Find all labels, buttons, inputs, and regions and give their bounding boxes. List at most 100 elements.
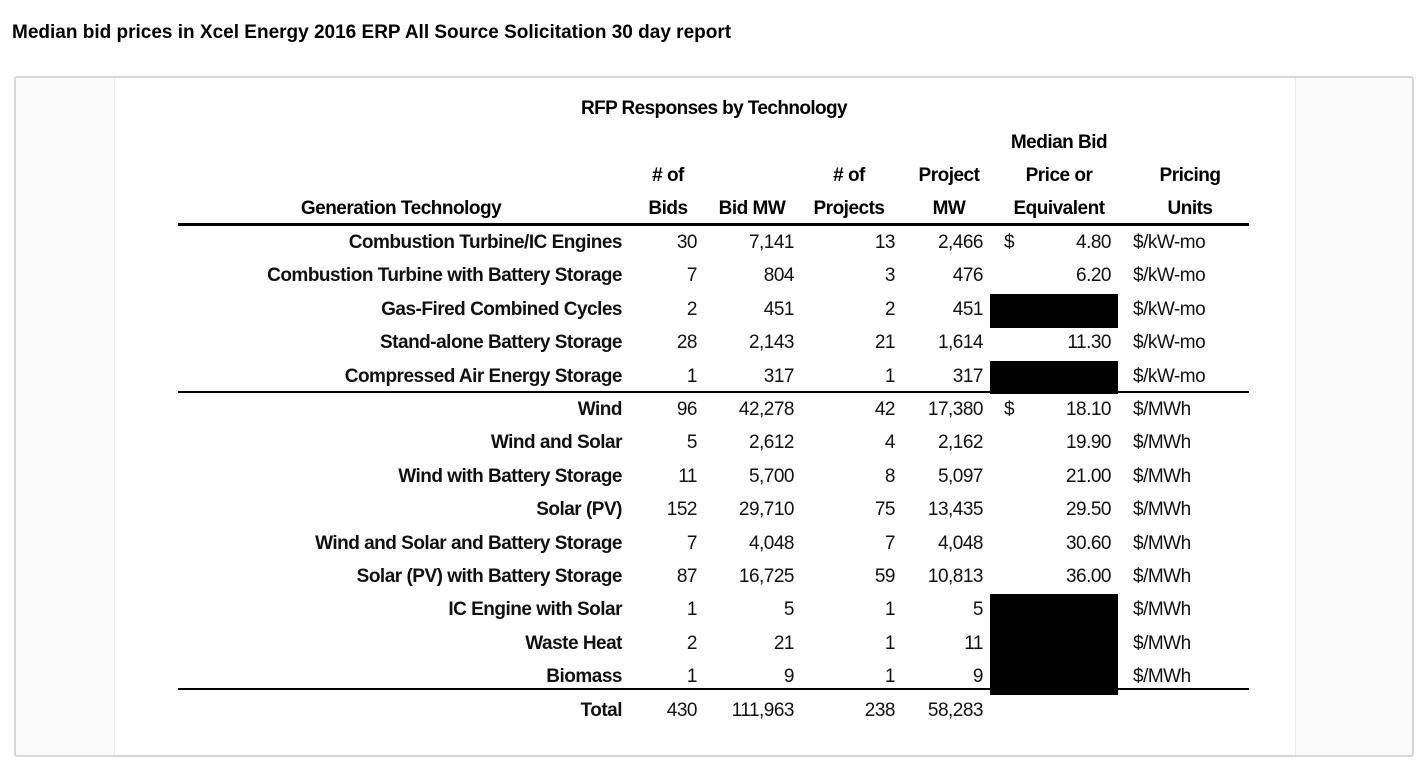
cell-units: $/kW-mo — [1133, 365, 1206, 387]
cell-units: $/kW-mo — [1133, 265, 1206, 287]
header-project-mw-line1: Project — [918, 165, 980, 186]
cell-units: $/MWh — [1133, 532, 1191, 554]
cell-bids: 5 — [686, 432, 698, 454]
redacted-price-block — [990, 661, 1118, 696]
cell-bid-mw: 451 — [763, 298, 795, 320]
cell-projects: 3 — [884, 265, 896, 287]
cell-units: $/kW-mo — [1133, 332, 1206, 354]
cell-technology: Wind and Solar — [490, 432, 623, 454]
cell-bid-mw: 5,700 — [748, 465, 795, 487]
cell-project-mw: 17,380 — [927, 399, 984, 420]
cell-bids: 1 — [686, 365, 698, 387]
header-rule — [178, 223, 1249, 226]
cell-projects: 4 — [884, 432, 896, 454]
cell-bid-mw: 804 — [763, 265, 795, 287]
cell-project-mw: 1,614 — [937, 332, 984, 354]
cell-project-mw: 10,813 — [927, 566, 984, 587]
cell-project-mw: 2,466 — [937, 232, 984, 253]
cell-bids: 7 — [686, 532, 698, 554]
cell-projects: 2 — [884, 298, 896, 320]
redacted-price-block — [990, 627, 1118, 662]
cell-units: $/MWh — [1133, 465, 1191, 487]
cell-projects: 42 — [874, 399, 896, 420]
cell-bids: 30 — [676, 232, 698, 253]
cell-units: $/MWh — [1133, 432, 1191, 454]
cell-technology: Biomass — [546, 666, 622, 688]
cell-median-price: 29.50 — [1065, 499, 1112, 521]
cell-units: $/MWh — [1133, 499, 1191, 521]
cell-technology: Wind — [577, 399, 623, 420]
cell-technology: IC Engine with Solar — [448, 599, 622, 621]
group-divider — [178, 391, 1249, 393]
cell-bids: 2 — [686, 632, 698, 654]
cell-units: $/MWh — [1133, 566, 1191, 587]
image-frame — [14, 76, 1414, 757]
cell-projects: 1 — [884, 599, 896, 621]
cell-project-mw: 2,162 — [937, 432, 984, 454]
cell-project-mw: 476 — [952, 265, 984, 287]
table-title: RFP Responses by Technology — [580, 98, 848, 119]
cell-project-mw: 451 — [952, 298, 984, 320]
header-bids-line1: # of — [652, 165, 684, 186]
cell-bids: 96 — [676, 399, 698, 420]
cell-bid-mw: 21 — [773, 632, 795, 654]
header-project-mw-line2: MW — [932, 198, 966, 219]
cell-projects: 59 — [874, 566, 896, 587]
cell-median-price: 4.80 — [1076, 232, 1111, 253]
cell-projects: 1 — [884, 632, 896, 654]
header-price-line2: Price or — [1025, 165, 1093, 186]
cell-median-price: 30.60 — [1065, 532, 1112, 554]
cell-project-mw: 5 — [972, 599, 984, 621]
cell-projects: 75 — [874, 499, 896, 521]
cell-dollar-sign: $ — [1004, 232, 1015, 253]
cell-units: $/kW-mo — [1133, 298, 1206, 320]
cell-units: $/MWh — [1133, 666, 1191, 688]
cell-median-price: 6.20 — [1076, 265, 1111, 287]
cell-technology: Combustion Turbine with Battery Storage — [267, 265, 622, 287]
cell-technology: Solar (PV) with Battery Storage — [356, 566, 623, 587]
cell-units: $/kW-mo — [1133, 232, 1206, 253]
header-projects-line2: Projects — [813, 198, 885, 219]
cell-median-price: 18.10 — [1065, 399, 1112, 420]
cell-bids: 1 — [686, 666, 698, 688]
cell-technology: Stand-alone Battery Storage — [380, 332, 623, 354]
cell-bid-mw: 317 — [763, 365, 795, 387]
cell-bid-mw: 5 — [783, 599, 795, 621]
cell-median-price: 19.90 — [1065, 432, 1112, 454]
cell-median-price: 21.00 — [1065, 465, 1112, 487]
cell-bid-mw: 42,278 — [738, 399, 795, 420]
cell-projects: 8 — [884, 465, 896, 487]
cell-project-mw: 11 — [964, 632, 983, 654]
cell-bids: 7 — [686, 265, 698, 287]
cell-technology: Solar (PV) — [536, 499, 622, 521]
cell-projects: 13 — [874, 232, 896, 253]
redacted-price-block — [990, 594, 1118, 629]
cell-project-mw: 9 — [972, 666, 984, 688]
cell-projects: 1 — [884, 666, 896, 688]
cell-technology: Wind and Solar and Battery Storage — [315, 532, 622, 554]
header-bids-line2: Bids — [648, 198, 688, 219]
cell-projects: 21 — [874, 332, 896, 354]
cell-median-price: 36.00 — [1065, 566, 1112, 587]
cell-technology: Compressed Air Energy Storage — [344, 365, 623, 387]
header-projects-line1: # of — [833, 165, 865, 186]
cell-units: $/MWh — [1133, 399, 1191, 420]
cell-projects: 238 — [864, 699, 896, 721]
cell-project-mw: 317 — [952, 365, 984, 387]
cell-technology: Total — [580, 699, 623, 721]
header-price-line1: Median Bid — [1010, 132, 1108, 153]
cell-technology: Waste Heat — [525, 632, 622, 654]
cell-median-price: 11.30 — [1067, 332, 1111, 354]
cell-bid-mw: 2,612 — [748, 432, 795, 454]
cell-bid-mw: 29,710 — [738, 499, 795, 521]
redacted-price-block — [990, 293, 1118, 328]
cell-bid-mw: 9 — [783, 666, 795, 688]
cell-project-mw: 13,435 — [927, 499, 984, 521]
cell-bids: 152 — [666, 499, 698, 521]
cell-units: $/MWh — [1133, 632, 1191, 654]
cell-bids: 1 — [686, 599, 698, 621]
cell-technology: Combustion Turbine/IC Engines — [348, 232, 623, 253]
cell-technology: Gas-Fired Combined Cycles — [381, 298, 622, 320]
cell-bids: 2 — [686, 298, 698, 320]
cell-bids: 11 — [678, 465, 697, 487]
